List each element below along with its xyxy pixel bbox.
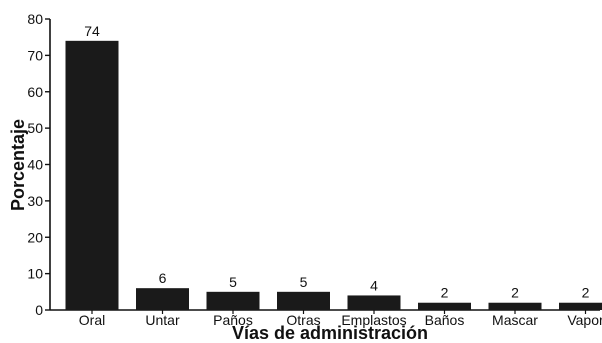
y-tick-label: 50: [27, 120, 43, 136]
y-ticks: 0 10 20 30 40 50 60 70 80: [27, 11, 50, 318]
y-tick-label: 20: [27, 229, 43, 245]
bar: [488, 302, 542, 310]
x-category-label: Mascar: [492, 312, 538, 328]
x-category-label: Vapor: [567, 312, 602, 328]
bar-value-label: 74: [84, 23, 100, 39]
bar: [347, 295, 401, 310]
bar-value-label: 4: [370, 277, 378, 293]
axes: [49, 19, 600, 311]
bar-value-label: 2: [511, 285, 519, 301]
bar: [559, 302, 602, 310]
bar: [65, 40, 119, 310]
bar-value-label: 5: [300, 274, 308, 290]
x-category-labels: Oral Untar Paños Otras Emplastos Baños Mascar V…: [79, 310, 602, 328]
bar: [206, 291, 260, 310]
x-category-label: Untar: [145, 312, 180, 328]
y-tick-label: 30: [27, 193, 43, 209]
x-category-label: Baños: [425, 312, 465, 328]
x-category-label: Otras: [286, 312, 320, 328]
x-category-label: Paños: [213, 312, 253, 328]
y-tick-label: 40: [27, 157, 43, 173]
y-tick-label: 10: [27, 266, 43, 282]
y-axis-title: Porcentaje: [8, 119, 28, 211]
bar: [277, 291, 330, 310]
bar-value-label: 6: [159, 270, 167, 286]
x-axis-title: Vías de administración: [232, 323, 428, 343]
x-category-label: Emplastos: [341, 312, 406, 328]
bar-value-label: 5: [229, 274, 237, 290]
x-category-label: Oral: [79, 312, 105, 328]
bar-value-labels: 74 6 5 5 4 2 2 2: [84, 23, 589, 301]
y-tick-label: 60: [27, 84, 43, 100]
bar: [136, 288, 189, 310]
y-tick-label: 0: [35, 302, 43, 318]
bar-value-label: 2: [441, 285, 449, 301]
bars: [65, 40, 602, 310]
y-tick-label: 80: [27, 11, 43, 27]
bar-value-label: 2: [582, 285, 590, 301]
y-tick-label: 70: [27, 47, 43, 63]
bar: [418, 302, 471, 310]
